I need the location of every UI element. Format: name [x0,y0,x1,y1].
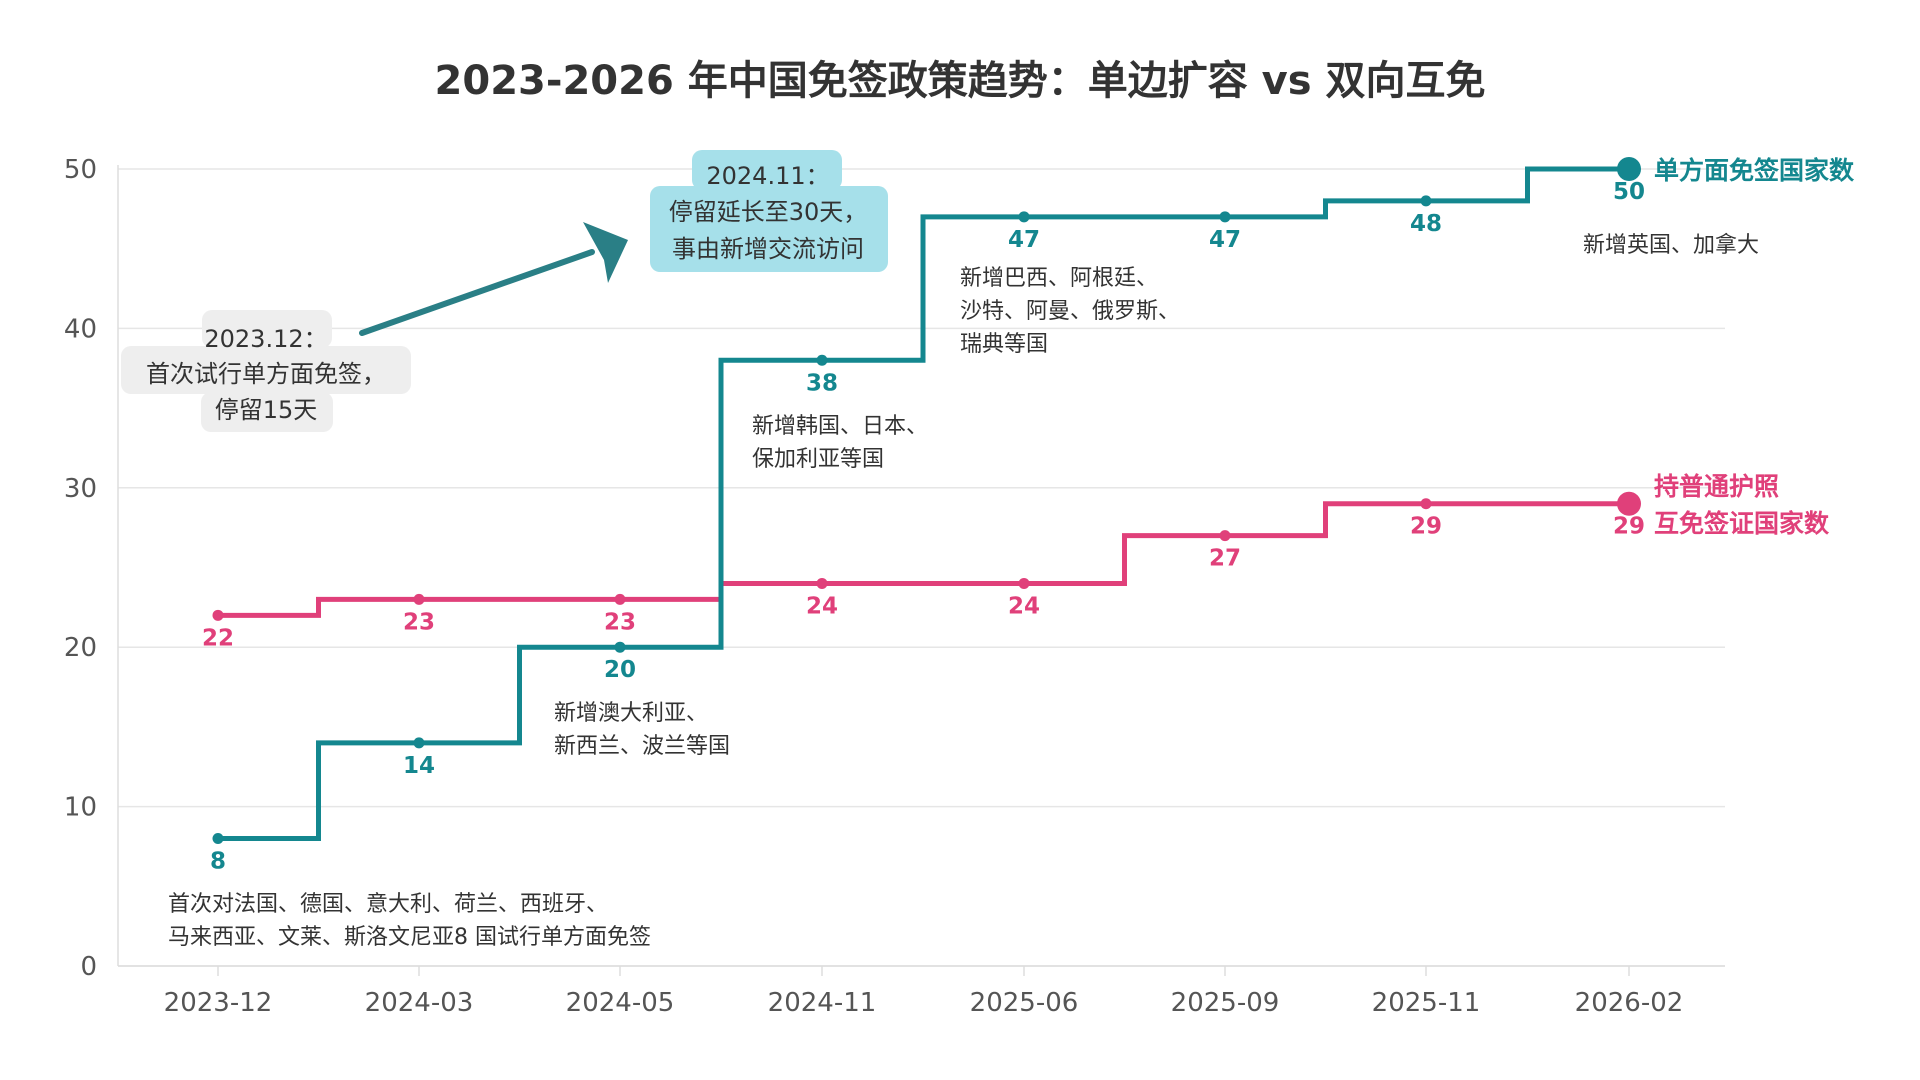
data-label: 23 [403,609,435,635]
data-point [614,593,626,605]
data-label: 8 [210,848,226,874]
data-label: 50 [1613,179,1645,205]
chart-title: 2023-2026 年中国免签政策趋势：单边扩容 vs 双向互免 [435,58,1486,104]
data-label: 27 [1209,546,1241,572]
data-point [413,737,425,749]
data-point [212,609,224,621]
data-label: 48 [1410,211,1442,237]
x-tick-label: 2024-05 [566,988,675,1018]
series-label-unilateral: 单方面免签国家数 [1654,156,1855,185]
annotations: 首次对法国、德国、意大利、荷兰、西班牙、马来西亚、文莱、斯洛文尼亚8 国试行单方… [168,232,1759,950]
series-line [218,166,1629,841]
data-labels: 22 23 23 24 24 27 29 29 8 14 20 38 47 47 48 50 [202,179,1645,874]
data-point [212,832,224,844]
bubble-right-box [650,186,888,272]
annotation-text: 新增巴西、阿根廷、 [960,266,1158,291]
data-label: 29 [1410,514,1442,540]
data-point [614,641,626,653]
series-label-mutual: 互免签证国家数 [1654,509,1830,538]
data-label: 22 [202,625,234,651]
annotation-text: 新增韩国、日本、 [752,414,928,439]
x-tick-label: 2025-09 [1171,988,1280,1018]
data-label: 29 [1613,514,1645,540]
y-tick-label: 30 [64,474,97,504]
x-tick-label: 2025-11 [1372,988,1481,1018]
data-point [1219,211,1231,223]
data-label: 24 [806,593,838,619]
data-point [1420,195,1432,207]
bubble-left-box [201,392,333,432]
series-label-mutual: 持普通护照 [1654,472,1779,501]
axes: 0 10 20 30 40 50 2023-12 2024-03 2024-05 2024-11 2… [64,155,1725,1018]
data-point [816,354,828,366]
y-tick-label: 50 [64,155,97,185]
y-tick-label: 0 [80,952,97,982]
data-point [413,593,425,605]
bubble-right-text: 事由新增交流访问 [672,235,864,263]
annotation-text: 首次对法国、德国、意大利、荷兰、西班牙、 [168,892,608,917]
bubble-right-box [692,150,842,190]
bubble-right-text: 停留延长至30天， [669,198,868,226]
data-label: 47 [1008,227,1040,253]
annotation-text: 瑞典等国 [960,332,1048,357]
data-label: 47 [1209,227,1241,253]
data-point [1420,498,1432,510]
annotation-bubbles: 2023.12： 首次试行单方面免签， 停留15天 2024.11： 停留延长至30天，… [121,150,888,432]
data-label: 20 [604,657,636,683]
data-point [816,577,828,589]
data-point [1617,491,1641,516]
y-tick-label: 20 [64,633,97,663]
annotation-text: 沙特、阿曼、俄罗斯、 [960,299,1180,324]
data-point [1018,577,1030,589]
data-label: 23 [604,609,636,635]
x-tick-label: 2025-06 [970,988,1079,1018]
data-label: 24 [1008,593,1040,619]
series-lines [212,157,1641,844]
annotation-text: 新西兰、波兰等国 [554,734,730,759]
bubble-left-text: 2023.12： [204,325,327,353]
data-point [1617,157,1641,181]
arrow-shaft [359,249,595,336]
data-point [1219,530,1231,542]
x-tick-label: 2024-03 [365,988,474,1018]
data-label: 38 [806,370,838,396]
annotation-text: 新增英国、加拿大 [1583,232,1759,258]
annotation-text: 保加利亚等国 [752,447,884,472]
x-tick-label: 2023-12 [164,988,273,1018]
x-tick-label: 2024-11 [768,988,877,1018]
data-label: 14 [403,753,435,779]
bubble-right-text: 2024.11： [706,162,829,190]
x-tick-label: 2026-02 [1575,988,1684,1018]
y-tick-label: 40 [64,314,97,344]
y-tick-label: 10 [64,793,97,823]
annotation-text: 马来西亚、文莱、斯洛文尼亚8 国试行单方面免签 [168,925,651,950]
data-point [1018,211,1030,223]
bubble-left-box [121,346,411,394]
arrow-head [583,222,628,283]
bubble-left-text: 首次试行单方面免签， [146,360,386,388]
bubble-left-box [202,310,332,348]
annotation-text: 新增澳大利亚、 [554,701,708,726]
bubble-left-text: 停留15天 [215,396,318,424]
